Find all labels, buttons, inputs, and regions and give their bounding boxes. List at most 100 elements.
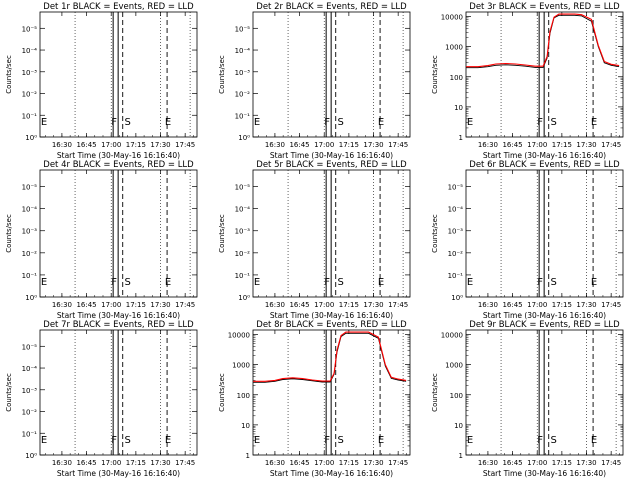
panel-det-2r: Det 2r BLACK = Events, RED = LLD Counts/s… [218, 2, 411, 160]
y-tick-label: 100 [450, 392, 463, 400]
y-tick-label: 10⁻⁴ [22, 365, 38, 373]
x-tick-label: 17:00 [314, 301, 334, 309]
x-tick-label: 17:45 [601, 459, 621, 467]
marker-label-e-start: E [467, 277, 473, 288]
panel-det-9r: Det 9r BLACK = Events, RED = LLD Counts/s… [431, 320, 624, 478]
x-tick-label: 16:30 [265, 459, 285, 467]
marker-label-s: S [551, 117, 557, 128]
x-axis-label: Start Time (30-May-16 16:16:40) [270, 311, 393, 320]
y-tick-label: 1000 [445, 44, 463, 52]
y-axis-label: Counts/sec [5, 55, 13, 94]
marker-label-f: F [324, 435, 330, 446]
y-tick-label: 10⁻¹ [22, 112, 38, 120]
y-tick-label: 10⁻⁴ [22, 206, 38, 214]
y-axis-label: Counts/sec [5, 214, 13, 253]
x-tick-label: 17:30 [150, 459, 170, 467]
x-tick-label: 16:45 [502, 141, 522, 149]
x-axis-label: Start Time (30-May-16 16:16:40) [57, 311, 180, 320]
panel-title: Det 9r BLACK = Events, RED = LLD [469, 320, 620, 330]
panel-det-6r: Det 6r BLACK = Events, RED = LLD Counts/s… [431, 160, 624, 320]
x-tick-label: 17:00 [527, 141, 547, 149]
marker-label-f: F [111, 117, 117, 128]
y-tick-label: 10⁻³ [22, 387, 38, 395]
marker-label-s: S [338, 435, 344, 446]
y-axis-label: Counts/sec [431, 373, 439, 412]
x-tick-label: 16:30 [265, 141, 285, 149]
y-tick-label: 10⁻³ [22, 69, 38, 77]
x-tick-label: 17:00 [527, 459, 547, 467]
y-tick-label: 10⁻⁵ [235, 184, 251, 192]
x-tick-label: 17:00 [101, 141, 121, 149]
x-axis-label: Start Time (30-May-16 16:16:40) [483, 469, 606, 478]
x-tick-label: 17:30 [576, 301, 596, 309]
y-tick-label: 10⁻⁵ [22, 25, 38, 33]
marker-label-f: F [111, 277, 117, 288]
x-axis-label: Start Time (30-May-16 16:16:40) [57, 151, 180, 160]
marker-label-e-start: E [467, 435, 473, 446]
x-tick-label: 17:00 [101, 459, 121, 467]
x-tick-label: 17:30 [150, 301, 170, 309]
marker-label-e-start: E [41, 277, 47, 288]
y-tick-label: 10⁻⁴ [235, 47, 251, 55]
x-tick-label: 16:45 [502, 301, 522, 309]
y-tick-label: 10⁻³ [448, 228, 464, 236]
marker-label-e: E [165, 277, 171, 288]
x-tick-label: 17:30 [576, 459, 596, 467]
x-tick-label: 17:30 [576, 141, 596, 149]
x-tick-label: 17:00 [314, 141, 334, 149]
y-tick-label: 10 [454, 422, 463, 430]
marker-label-e: E [378, 435, 384, 446]
y-tick-label: 10⁻¹ [22, 272, 38, 280]
x-tick-label: 16:45 [289, 141, 309, 149]
panel-title: Det 6r BLACK = Events, RED = LLD [469, 160, 620, 170]
x-tick-label: 16:30 [52, 141, 72, 149]
x-tick-label: 17:15 [339, 141, 359, 149]
y-tick-label: 10⁻³ [235, 228, 251, 236]
marker-label-f: F [537, 435, 543, 446]
marker-label-f: F [324, 117, 330, 128]
y-axis-label: Counts/sec [431, 55, 439, 94]
y-tick-label: 10⁻³ [235, 69, 251, 77]
x-tick-label: 17:45 [388, 459, 408, 467]
panel-det-1r: Det 1r BLACK = Events, RED = LLD Counts/s… [5, 2, 198, 160]
x-axis-label: Start Time (30-May-16 16:16:40) [483, 311, 606, 320]
x-tick-label: 16:45 [289, 459, 309, 467]
x-tick-label: 16:30 [478, 141, 498, 149]
x-tick-label: 17:30 [150, 141, 170, 149]
y-tick-label: 10⁻⁴ [22, 47, 38, 55]
y-tick-label: 100 [237, 392, 250, 400]
marker-label-e: E [378, 277, 384, 288]
x-tick-label: 17:15 [552, 301, 572, 309]
x-tick-label: 17:15 [126, 301, 146, 309]
x-tick-label: 17:15 [552, 459, 572, 467]
y-tick-label: 10⁻⁴ [235, 206, 251, 214]
y-axis-label: Counts/sec [5, 373, 13, 412]
marker-label-s: S [551, 277, 557, 288]
panel-title: Det 7r BLACK = Events, RED = LLD [43, 320, 194, 330]
y-axis-label: Counts/sec [218, 214, 226, 253]
x-tick-label: 16:30 [478, 301, 498, 309]
y-tick-label: 10000 [441, 14, 463, 22]
marker-label-e: E [591, 277, 597, 288]
x-tick-label: 16:30 [52, 459, 72, 467]
x-axis-label: Start Time (30-May-16 16:16:40) [270, 469, 393, 478]
marker-label-e: E [165, 435, 171, 446]
x-tick-label: 17:45 [175, 141, 195, 149]
y-tick-label: 10⁻² [235, 91, 251, 99]
marker-label-s: S [338, 117, 344, 128]
marker-label-e: E [591, 435, 597, 446]
panel-det-7r: Det 7r BLACK = Events, RED = LLD Counts/s… [5, 320, 198, 478]
y-tick-label: 10⁰ [25, 294, 37, 302]
y-tick-label: 10⁻³ [22, 228, 38, 236]
y-tick-label: 10⁰ [25, 134, 37, 142]
panel-det-5r: Det 5r BLACK = Events, RED = LLD Counts/s… [218, 160, 411, 320]
x-axis-label: Start Time (30-May-16 16:16:40) [270, 151, 393, 160]
marker-label-s: S [125, 117, 131, 128]
x-tick-label: 17:45 [388, 301, 408, 309]
y-axis-label: Counts/sec [218, 373, 226, 412]
x-tick-label: 17:45 [175, 301, 195, 309]
x-axis-label: Start Time (30-May-16 16:16:40) [57, 469, 180, 478]
y-axis-label: Counts/sec [431, 214, 439, 253]
